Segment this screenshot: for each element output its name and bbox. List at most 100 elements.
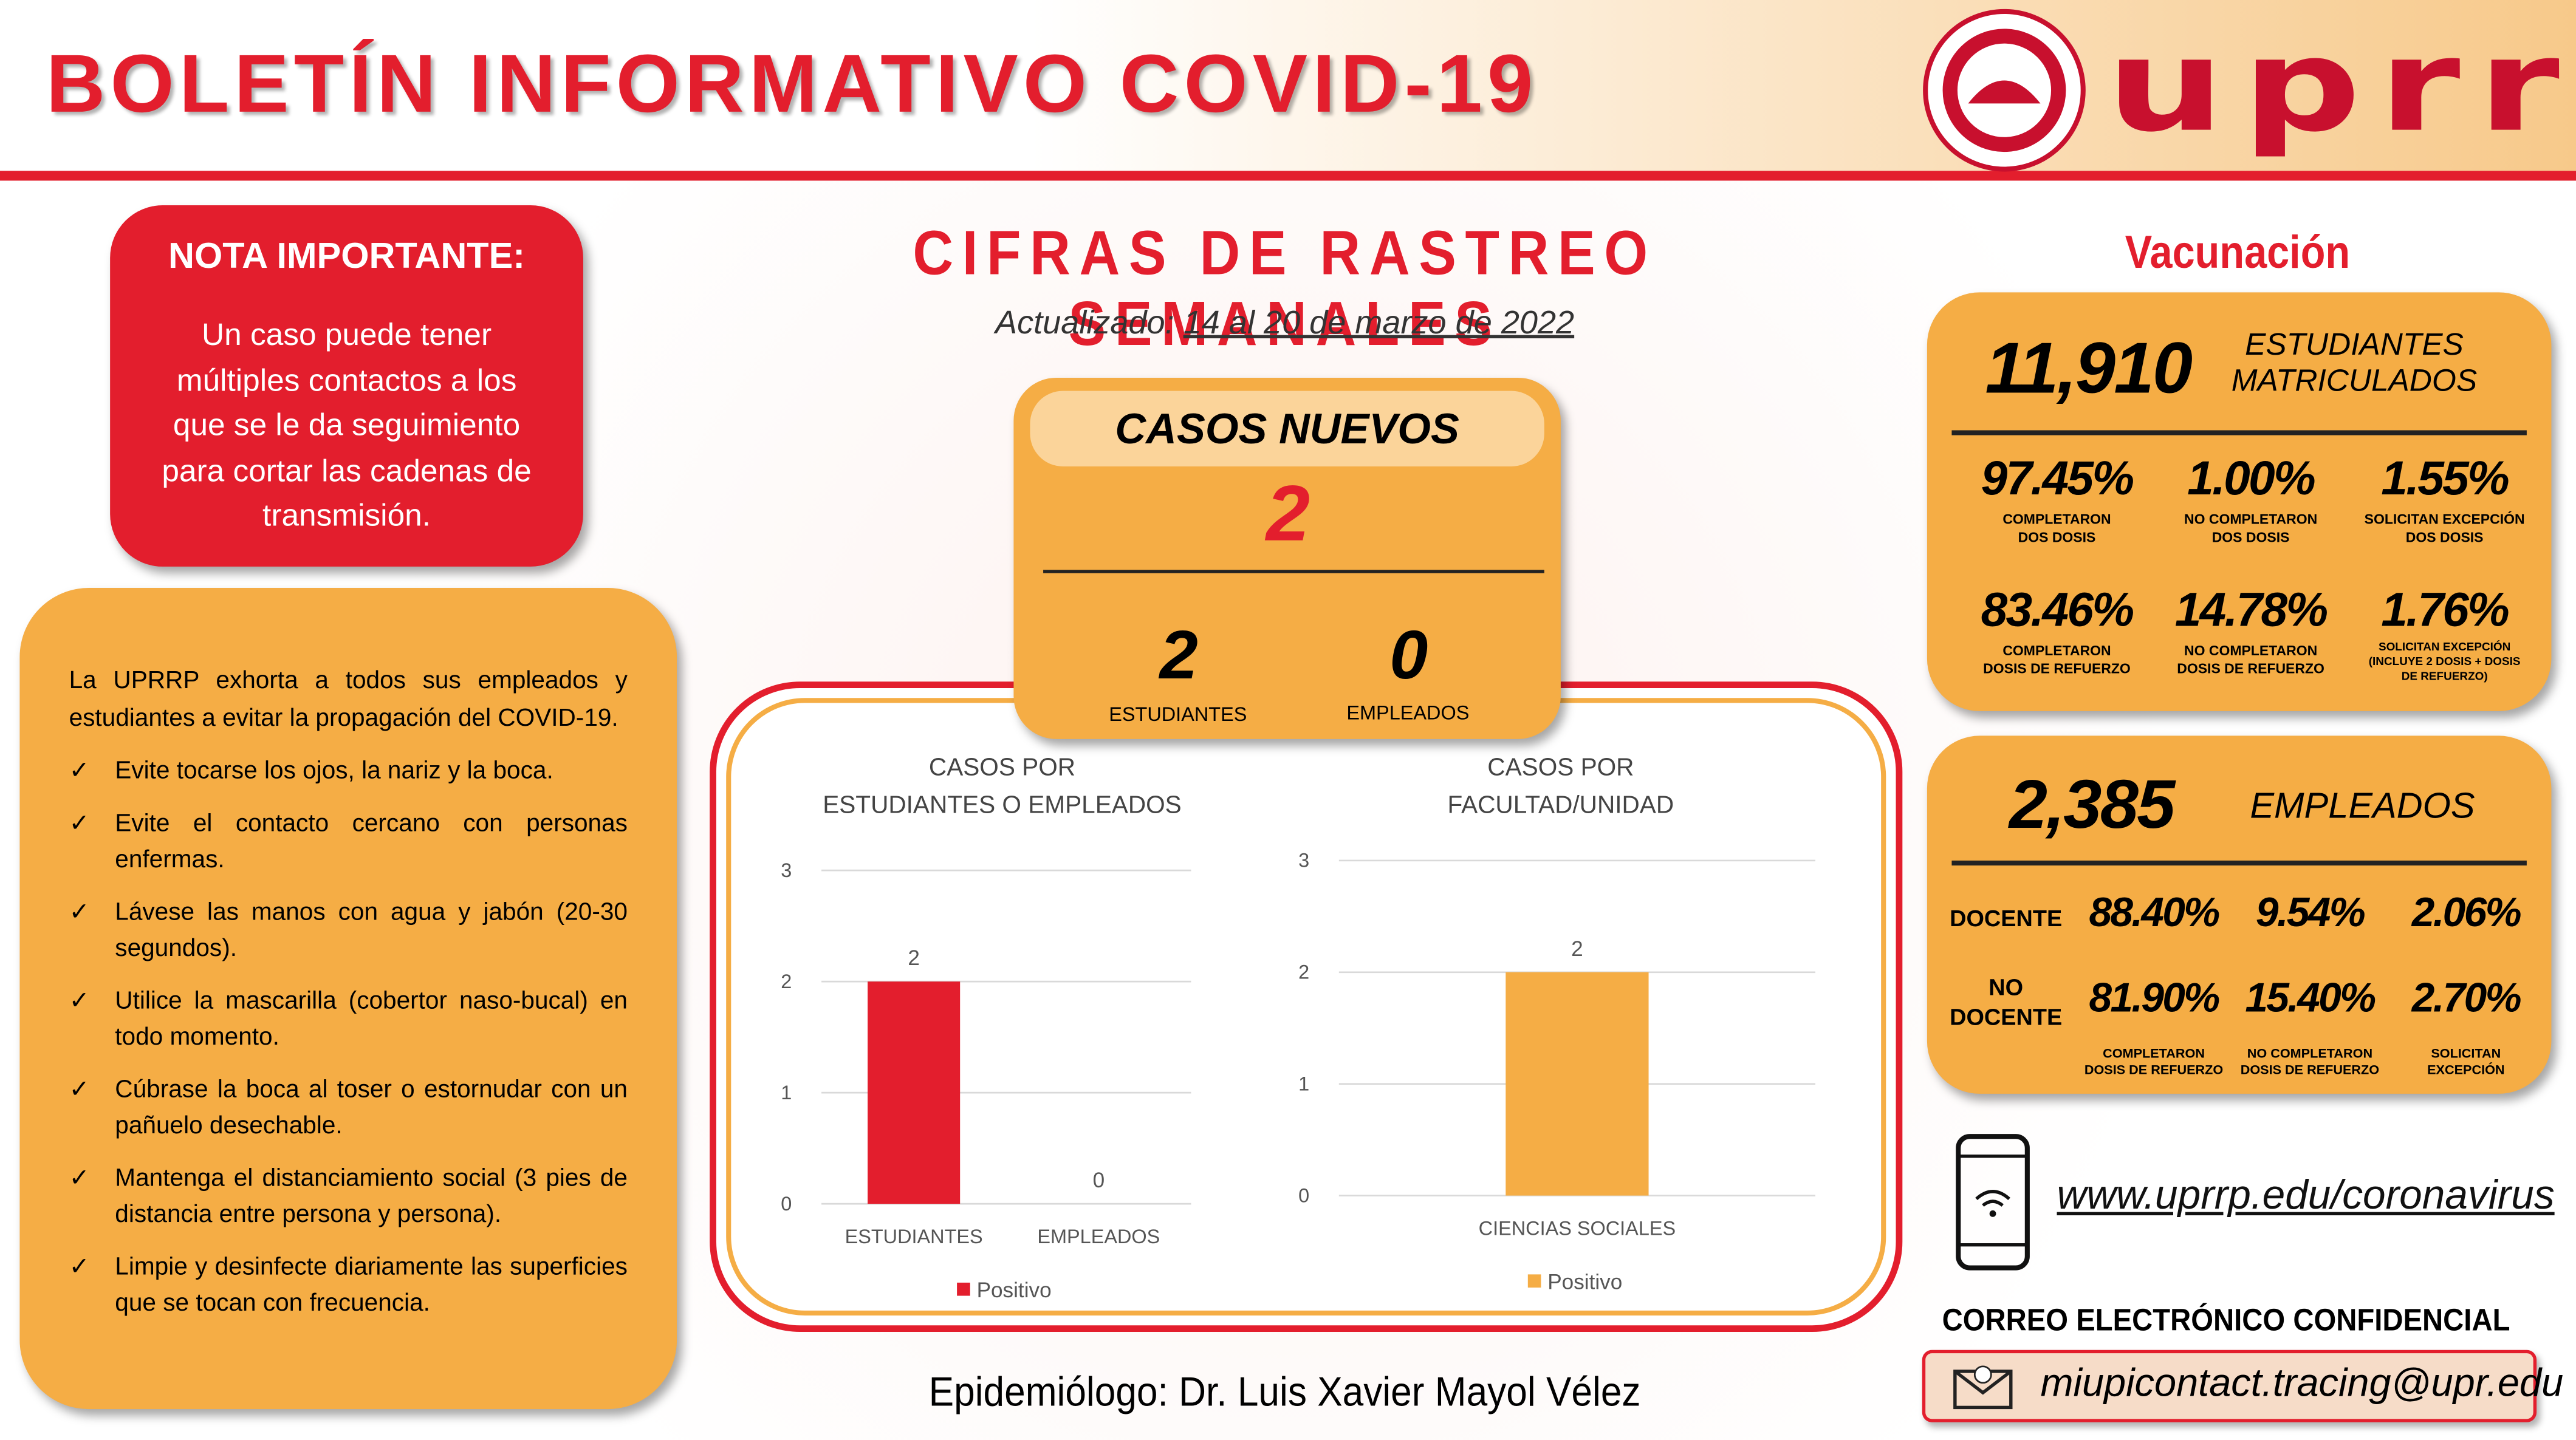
advice-item: ✓ Limpie y desinfecte diariamente las sup…	[69, 1249, 628, 1323]
note-title: NOTA IMPORTANTE:	[168, 234, 526, 276]
vaccination-title: Vacunación	[2125, 227, 2351, 278]
footer: Epidemiólogo: Dr. Luis Xavier Mayol Véle…	[928, 1370, 1641, 1416]
advice-text: Evite el contacto cercano con personas e…	[115, 808, 628, 874]
email[interactable]: miupicontact.tracing@upr.edu	[2040, 1361, 2564, 1406]
stat-value: 15.40%	[2245, 975, 2376, 1022]
advice-box: La UPRRP exhorta a todos sus empleados y…	[19, 588, 677, 1410]
advice-item: ✓ Utilice la mascarilla (cobertor naso-bu…	[69, 983, 628, 1057]
chart: CASOS POR FACULTAD/UNIDAD 0 1 2 3 CIENCIAS SO…	[1298, 747, 1823, 1322]
check: ✓	[69, 1252, 90, 1280]
stat-label: SOLICITAN EXCEPCIÓN (INCLUYE 2 DOSIS + D…	[2368, 642, 2521, 683]
chart-title: CASOS POR ESTUDIANTES O EMPLEADOS	[823, 754, 1182, 819]
stat-value: 83.46%	[1981, 584, 2134, 638]
employees-vaccination: 2,385 EMPLEADOS DOCENTE 88.40% 9.54% 2.06% N…	[1927, 735, 2552, 1094]
seal	[1923, 9, 2086, 172]
phone-icon	[1956, 1134, 2030, 1271]
stat-value: 2.70%	[2411, 975, 2522, 1022]
advice-text: Lávese las manos con agua y jabón (20-30…	[115, 897, 628, 963]
employees-count: 0	[1389, 616, 1428, 694]
header-title: BOLETÍN INFORMATIVO COVID-19	[46, 38, 1538, 130]
value-label: 2	[1571, 937, 1583, 961]
stat-value: 1.76%	[2381, 584, 2510, 638]
advice-item: ✓ Evite el contacto cercano con personas …	[69, 805, 628, 879]
students-label: ESTUDIANTES MATRICULADOS	[2231, 328, 2478, 400]
value-label: 2	[908, 946, 920, 970]
y-tick-label: 1	[781, 1082, 792, 1104]
legend-label: Positivo	[1547, 1271, 1622, 1294]
advice-item: ✓ Evite tocarse los ojos, la nariz y la b…	[69, 754, 628, 791]
y-tick-label: 0	[781, 1193, 792, 1215]
advice-item: ✓ Cúbrase la boca al toser o estornudar c…	[69, 1071, 628, 1145]
email-box: miupicontact.tracing@upr.edu	[1922, 1350, 2563, 1422]
legend-swatch	[1527, 1274, 1541, 1288]
tracking-title: CIFRAS DE RASTREO SEMANALES	[913, 220, 1657, 360]
advice-text: Mantenga el distanciamiento social (3 pi…	[115, 1163, 628, 1229]
new-cases: 2	[1266, 471, 1310, 559]
updated: Actualizado: 14 al 20 de marzo de 2022	[628, 305, 1942, 343]
advice-item: ✓ Lávese las manos con agua y jabón (20-3…	[69, 894, 628, 968]
stat-label: NO COMPLETARON DOSIS DE REFUERZO	[2177, 642, 2324, 677]
students-count: 2	[1159, 616, 1198, 694]
stat-value: 1.55%	[2381, 453, 2510, 506]
legend-swatch	[957, 1282, 970, 1296]
logo-text: uprrp	[2106, 13, 2576, 161]
email-title: CORREO ELECTRÓNICO CONFIDENCIAL	[1942, 1304, 2510, 1339]
check: ✓	[69, 808, 90, 837]
stat-value: 9.54%	[2255, 890, 2366, 937]
students-label: ESTUDIANTES	[1109, 703, 1247, 726]
website[interactable]: www.uprrp.edu/coronavirus	[2057, 1172, 2555, 1219]
advice-text: Evite tocarse los ojos, la nariz y la bo…	[115, 757, 553, 785]
chart-title: CASOS POR FACULTAD/UNIDAD	[1447, 754, 1674, 819]
updated-dates: 14 al 20 de marzo de 2022	[1183, 305, 1575, 342]
legend-label: Positivo	[977, 1278, 1052, 1302]
stat-label: COMPLETARON DOS DOSIS	[2002, 510, 2111, 545]
x-tick-label: EMPLEADOS	[1037, 1226, 1160, 1247]
y-tick-label: 0	[1298, 1184, 1309, 1206]
value-label: 0	[1093, 1169, 1105, 1192]
new-cases-box: CASOS NUEVOS 2 2 ESTUDIANTES 0 EMPLEADOS	[1013, 377, 1561, 739]
column-label: COMPLETARON DOSIS DE REFUERZO	[2084, 1046, 2224, 1077]
check: ✓	[69, 897, 90, 926]
bar	[1506, 972, 1649, 1196]
check: ✓	[69, 1163, 90, 1192]
stat-value: 97.45%	[1981, 453, 2134, 506]
advice-text: Limpie y desinfecte diariamente las supe…	[115, 1252, 628, 1317]
y-tick-label: 2	[781, 971, 792, 992]
x-tick-label: ESTUDIANTES	[845, 1226, 983, 1247]
y-tick-label: 1	[1298, 1073, 1309, 1095]
note-box: NOTA IMPORTANTE: Un caso puede tener múl…	[110, 205, 583, 567]
column-label: SOLICITAN EXCEPCIÓN	[2427, 1046, 2505, 1077]
column-label: NO COMPLETARON DOSIS DE REFUERZO	[2240, 1046, 2380, 1077]
y-tick-label: 2	[1298, 961, 1309, 983]
employees-label: EMPLEADOS	[1346, 701, 1470, 725]
advice-list: ✓ Evite tocarse los ojos, la nariz y la b…	[69, 754, 628, 1323]
check: ✓	[69, 757, 90, 785]
students-count: 11,910	[1985, 328, 2193, 409]
stat-value: 14.78%	[2174, 584, 2328, 638]
row-label: DOCENTE	[1950, 904, 2063, 932]
chart-plot: 0 1 2 3 ESTUDIANTES 2 EMPLEADOS 0 Positivo	[781, 859, 1191, 1302]
advice-text: Cúbrase la boca al toser o estornudar co…	[115, 1074, 628, 1140]
updated-label: Actualizado:	[995, 305, 1174, 342]
stat-label: NO COMPLETARON DOS DOSIS	[2184, 510, 2318, 545]
mail-icon	[1953, 1365, 2013, 1410]
header	[0, 0, 2576, 181]
stat-value: 2.06%	[2411, 890, 2522, 937]
stat-value: 81.90%	[2089, 975, 2220, 1022]
students-vaccination: 11,910 ESTUDIANTES MATRICULADOS 97.45% CO…	[1927, 292, 2552, 711]
chart: CASOS POR ESTUDIANTES O EMPLEADOS 0 1 2 3 EST…	[772, 747, 1232, 1322]
y-tick-label: 3	[1298, 850, 1309, 872]
advice-item: ✓ Mantenga el distanciamiento social (3 p…	[69, 1160, 628, 1234]
bar	[868, 981, 961, 1204]
x-tick-label: CIENCIAS SOCIALES	[1479, 1217, 1676, 1239]
stat-label: SOLICITAN EXCEPCIÓN DOS DOSIS	[2364, 510, 2525, 545]
advice-intro: La UPRRP exhorta a todos sus empleados y…	[69, 666, 628, 732]
employees-count: 2,385	[2009, 765, 2175, 843]
chart-plot: 0 1 2 3 CIENCIAS SOCIALES 2 Positivo	[1298, 850, 1816, 1294]
stat-value: 88.40%	[2089, 890, 2220, 937]
row-label: NO DOCENTE	[1950, 974, 2063, 1030]
y-tick-label: 3	[781, 859, 792, 881]
note-body: Un caso puede tener múltiples contactos …	[162, 318, 532, 534]
